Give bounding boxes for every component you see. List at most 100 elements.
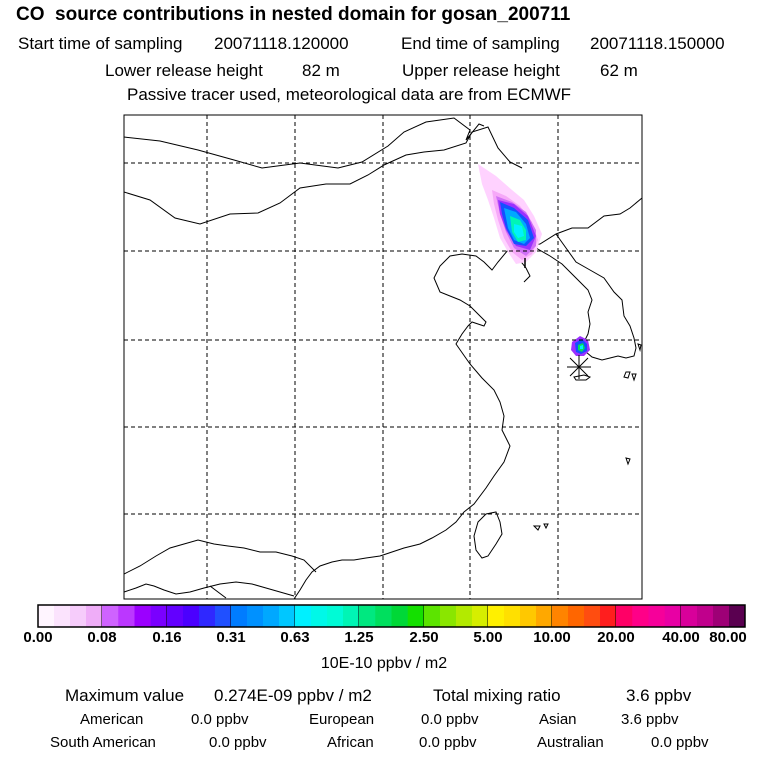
start-time-value: 20071118.120000 (214, 34, 349, 53)
colorbar-tick: 1.25 (344, 629, 374, 646)
chart-title: CO source contributions in nested domain… (16, 4, 571, 25)
colorbar-swatch (102, 605, 119, 627)
colorbar-unit: 10E-10 ppbv / m2 (320, 655, 448, 672)
colorbar-swatch (391, 605, 409, 627)
colorbar-swatch (440, 605, 457, 627)
colorbar-swatch (118, 605, 135, 627)
colorbar-swatch (713, 605, 730, 627)
colorbar-swatch (648, 605, 666, 627)
lower-release-value: 82 m (302, 61, 340, 80)
plume-north (478, 164, 542, 264)
end-time-label: End time of sampling (401, 34, 560, 53)
colorbar-swatch (407, 605, 425, 627)
colorbar-swatch (327, 605, 344, 627)
map-frame (123, 114, 643, 600)
max-value: 0.274E-09 ppbv / m2 (214, 686, 372, 705)
colorbar-swatch (729, 605, 746, 627)
western-border (124, 126, 523, 225)
colorbar-tick: 0.31 (216, 629, 246, 646)
lower-release-label: Lower release height (105, 61, 263, 80)
colorbar-swatch (167, 605, 184, 627)
total-mixing-label: Total mixing ratio (433, 686, 561, 705)
colorbar-swatch (134, 605, 152, 627)
source-american-label: American (80, 711, 144, 728)
colorbar-swatch (472, 605, 489, 627)
source-south-american-value: 0.0 ppbv (209, 734, 267, 751)
colorbar-swatch (199, 605, 216, 627)
islands (473, 343, 642, 559)
total-mixing-value: 3.6 ppbv (626, 686, 692, 705)
hainan-strait (209, 585, 227, 599)
colorbar-swatch (54, 605, 71, 627)
colorbar-swatch (488, 605, 505, 627)
colorbar-tick: 0.63 (280, 629, 310, 646)
map-content (124, 115, 642, 599)
colorbar-swatch (215, 605, 232, 627)
colorbar-swatch (520, 605, 537, 627)
jeju-island (573, 374, 592, 381)
colorbar-swatch (38, 605, 55, 627)
colorbar-swatch (504, 605, 521, 627)
vietnam-coast (124, 581, 295, 597)
start-time-label: Start time of sampling (18, 34, 183, 53)
tracer-note: Passive tracer used, meteorological data… (127, 85, 572, 104)
source-australian-value: 0.0 ppbv (651, 734, 709, 751)
colorbar-swatch (568, 605, 585, 627)
colorbar-swatch (536, 605, 553, 627)
colorbar-tick: 40.00 (662, 629, 700, 646)
colorbar-swatch (616, 605, 633, 627)
small-island-4 (625, 457, 631, 466)
southwest-border (124, 539, 317, 575)
colorbar-swatch (86, 605, 103, 627)
colorbar-swatch (456, 605, 473, 627)
colorbar-swatch (279, 605, 296, 627)
receptor-star-marker (567, 355, 591, 379)
source-european-label: European (309, 711, 375, 728)
source-american-value: 0.0 ppbv (191, 711, 249, 728)
colorbar-tick: 2.50 (409, 629, 439, 646)
colorbar (38, 605, 746, 627)
small-island-1 (623, 371, 631, 379)
colorbar-swatch (311, 605, 328, 627)
colorbar-frame (37, 604, 746, 628)
source-australian-label: Australian (537, 734, 604, 751)
colorbar-swatch (600, 605, 617, 627)
upper-release-label: Upper release height (402, 61, 560, 80)
taiwan-island (473, 511, 503, 559)
korean-peninsula (535, 233, 637, 361)
plume-south-cyan (580, 345, 583, 349)
korea-north-border (521, 197, 642, 247)
colorbar-swatch (681, 605, 698, 627)
colorbar-swatch (343, 605, 360, 627)
colorbar-tick: 10.00 (533, 629, 571, 646)
colorbar-tick: 0.08 (87, 629, 117, 646)
colorbar-swatch (247, 605, 264, 627)
colorbar-swatch (664, 605, 682, 627)
colorbar-tick: 80.00 (709, 629, 747, 646)
colorbar-swatch (150, 605, 168, 627)
plume-north-cyan (514, 224, 524, 238)
colorbar-swatch (632, 605, 649, 627)
colorbar-swatch (359, 605, 376, 627)
plume-south (571, 336, 590, 356)
small-island-2 (631, 373, 637, 382)
small-island-3 (637, 343, 642, 352)
source-asian-value: 3.6 ppbv (621, 711, 679, 728)
colorbar-swatch (231, 605, 248, 627)
coastlines (124, 117, 642, 599)
colorbar-tick: 0.16 (152, 629, 182, 646)
colorbar-swatch (584, 605, 601, 627)
colorbar-swatch (697, 605, 714, 627)
source-asian-label: Asian (539, 711, 577, 728)
colorbar-swatch (375, 605, 392, 627)
colorbar-swatch (552, 605, 569, 627)
small-island-6 (543, 523, 549, 530)
source-african-label: African (327, 734, 374, 751)
northern-border (124, 117, 485, 169)
colorbar-swatch (263, 605, 280, 627)
china-coast (293, 245, 523, 599)
colorbar-tick: 5.00 (473, 629, 503, 646)
max-value-label: Maximum value (65, 686, 185, 705)
end-time-value: 20071118.150000 (590, 34, 725, 53)
